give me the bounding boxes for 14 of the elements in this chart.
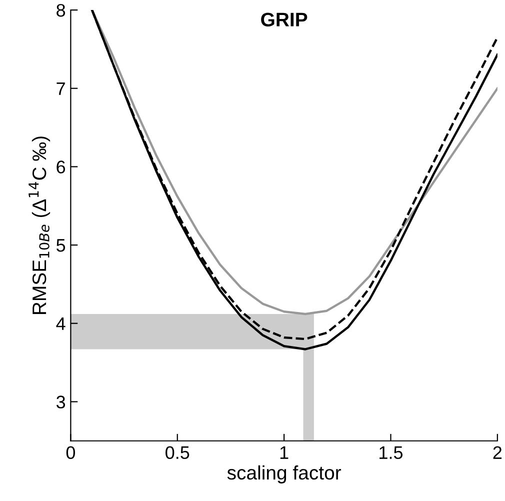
x-tick-label: 0.5 <box>166 446 190 460</box>
y-tick-label: 3 <box>56 396 66 408</box>
y-tick-label: 7 <box>56 82 65 95</box>
y-tick-label: 5 <box>56 239 66 252</box>
x-tick-label: 2 <box>493 446 502 459</box>
x-tick-label: 1 <box>280 446 288 459</box>
y-tick-label: 8 <box>56 4 66 17</box>
x-axis-title: scaling factor <box>227 465 342 484</box>
y-axis-title: RMSE$_{10Be}$ (Δ$^{14}$C ‰) <box>28 136 50 314</box>
x-tick-label: 0 <box>66 446 76 460</box>
x-tick-label: 1.5 <box>380 446 403 460</box>
y-tick-label: 4 <box>56 317 66 330</box>
y-tick-label: 6 <box>56 160 66 174</box>
chart-title: GRIP <box>261 12 308 26</box>
